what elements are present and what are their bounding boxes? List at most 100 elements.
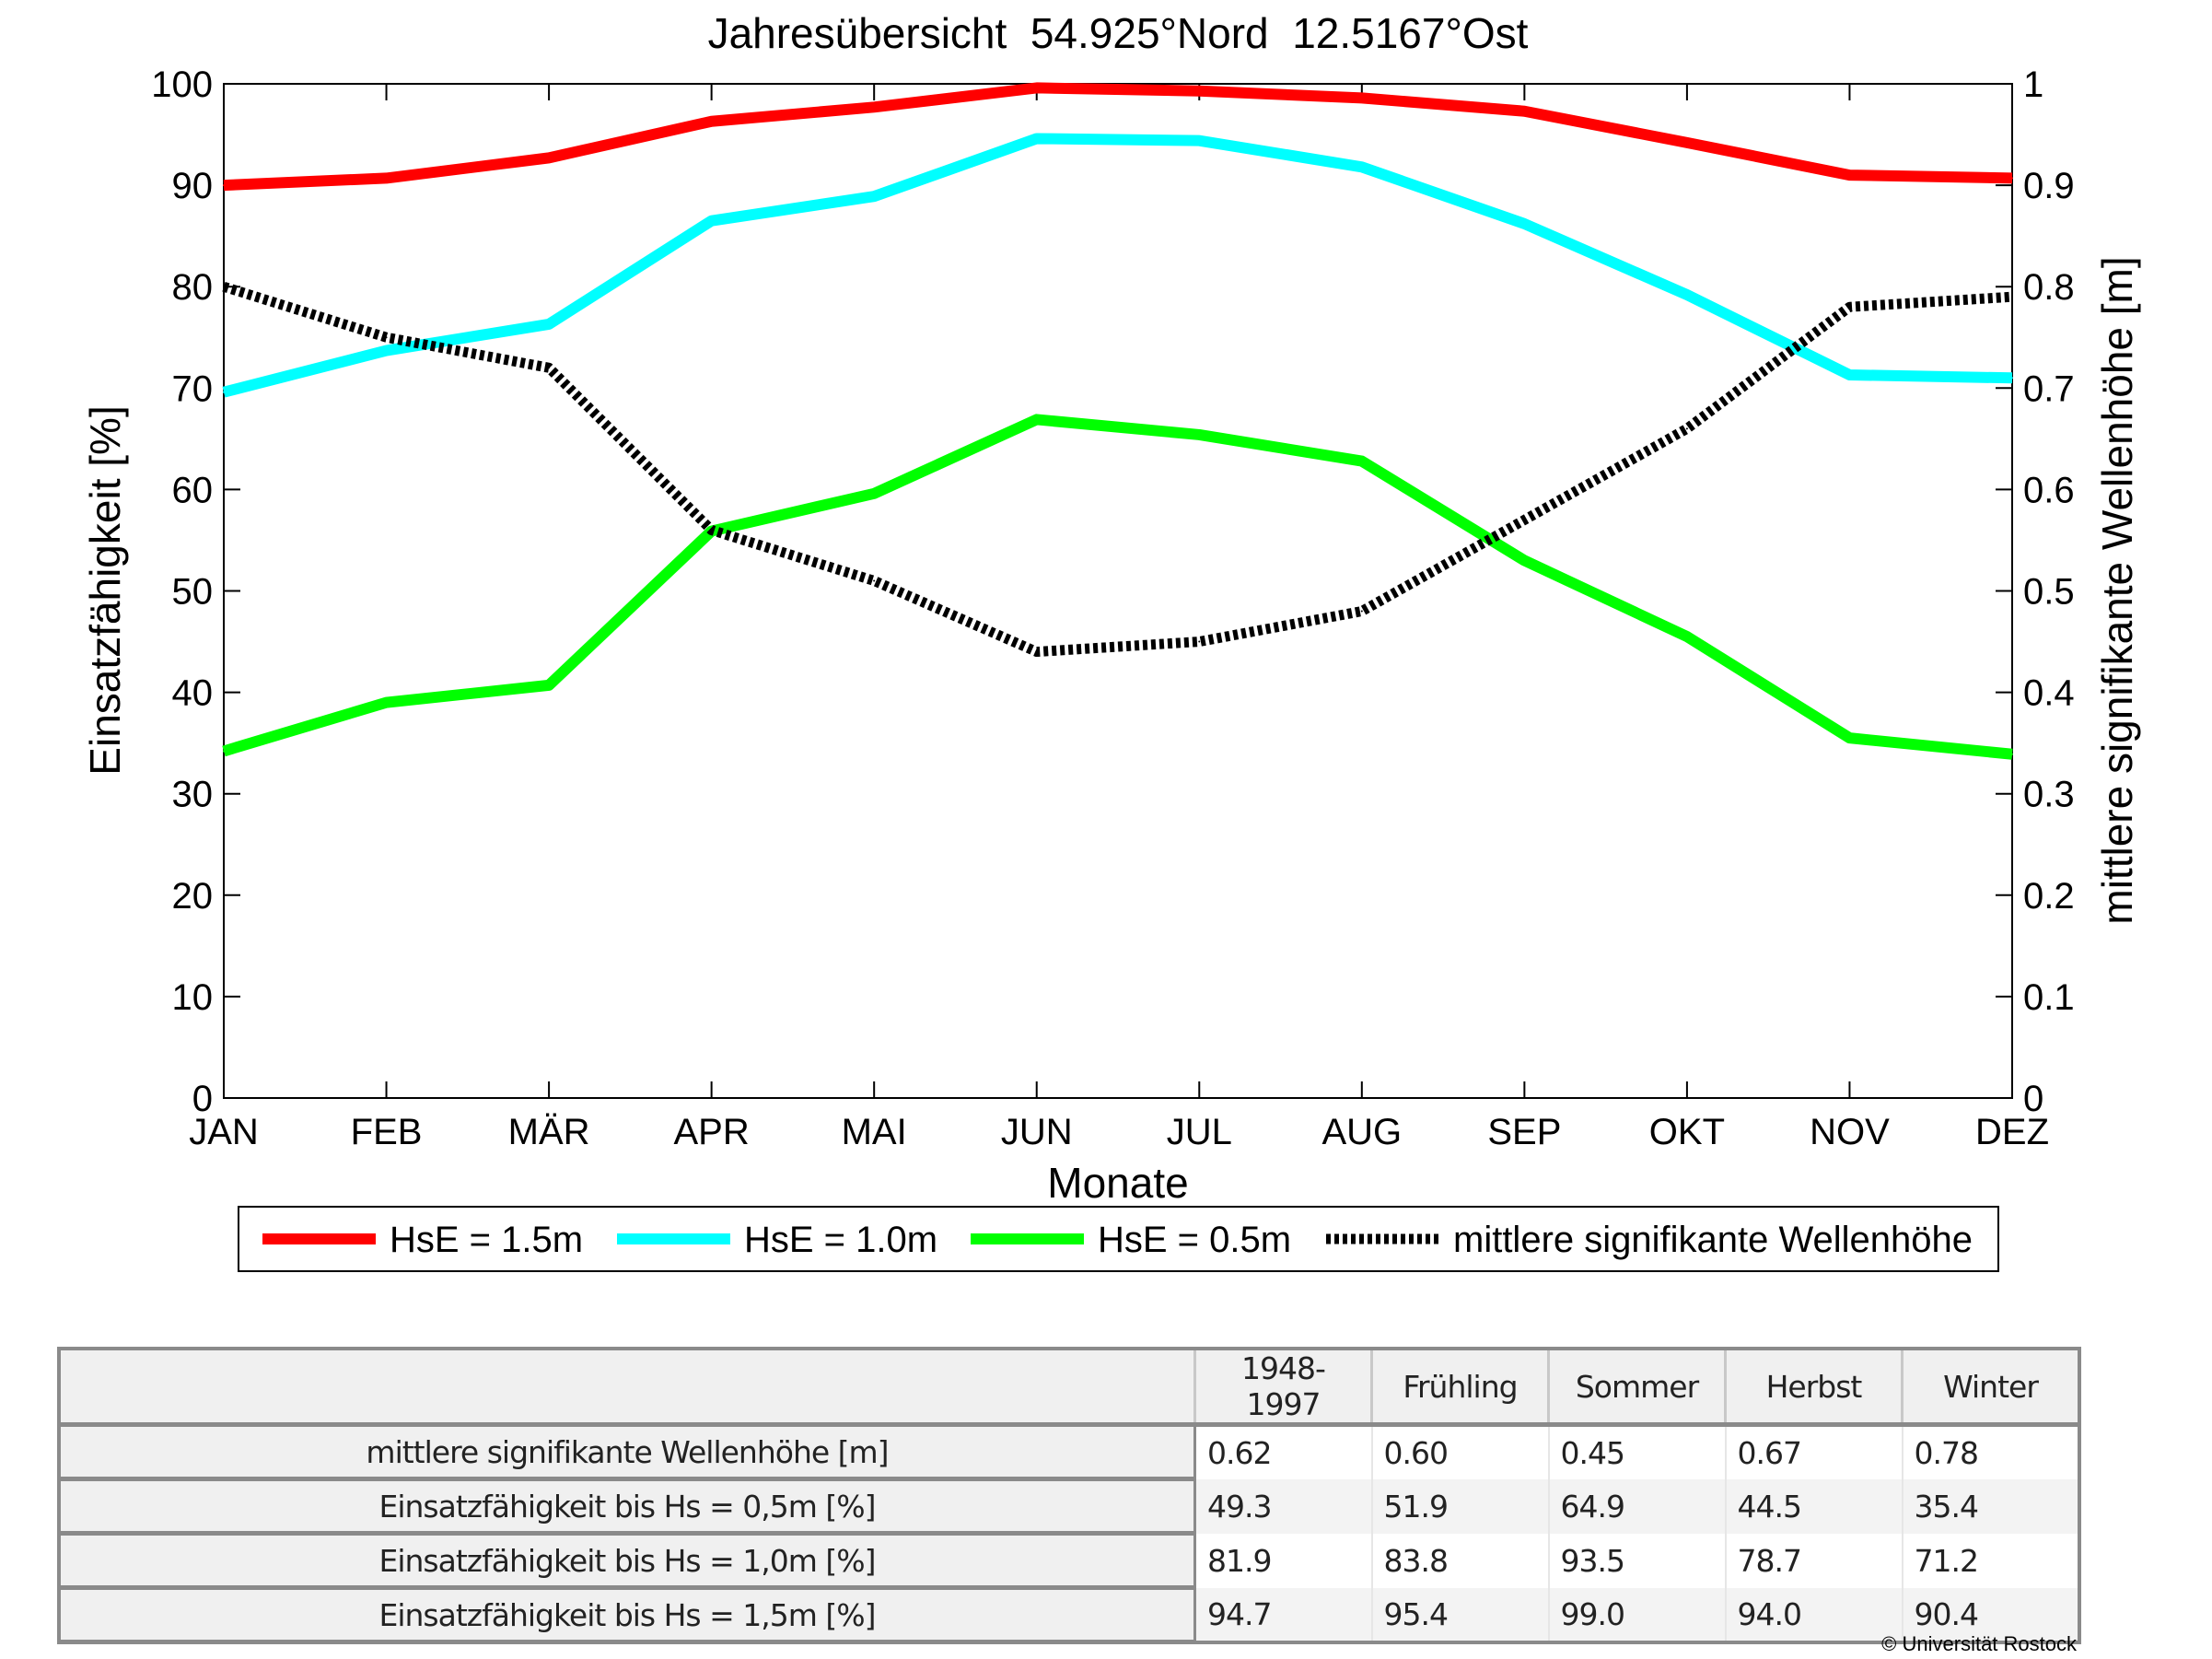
data-point <box>385 177 388 180</box>
legend-label: mittlere signifikante Wellenhöhe <box>1453 1220 1973 1260</box>
data-point <box>1198 433 1201 436</box>
table-header-cell: Sommer <box>1548 1349 1727 1427</box>
data-point <box>873 195 876 198</box>
data-point <box>1685 636 1688 638</box>
data-point <box>2011 753 2013 755</box>
table-row: Einsatzfähigkeit bis Hs = 0,5m [%] 49.3 51… <box>59 1478 2080 1536</box>
table-cell: 0.67 <box>1725 1424 1903 1479</box>
table-header-cell <box>59 1349 1196 1427</box>
x-tick-label: DEZ <box>1975 1112 2049 1152</box>
y2-tick-label: 0.1 <box>2023 977 2075 1018</box>
data-point <box>1360 610 1363 613</box>
data-point <box>1685 427 1688 430</box>
legend-label: HsE = 0.5m <box>1098 1220 1291 1260</box>
x-axis-label: Monate <box>1047 1159 1188 1207</box>
table-cell: 83.8 <box>1371 1533 1550 1588</box>
data-point <box>385 701 388 704</box>
summary-table: 1948-1997 Frühling Sommer Herbst Winter mittl… <box>57 1347 2081 1644</box>
data-point <box>1360 460 1363 462</box>
chart: Jahresübersicht 54.925°Nord 12.5167°Ost … <box>81 9 2141 1272</box>
table-cell: 51.9 <box>1371 1478 1550 1534</box>
table-cell: 0.78 <box>1902 1424 2080 1479</box>
y-tick-label: 30 <box>172 775 214 815</box>
table-cell: 44.5 <box>1725 1478 1903 1534</box>
y2-tick-label: 0.2 <box>2023 876 2075 917</box>
table-cell: 71.2 <box>1902 1533 2080 1588</box>
chart-title: Jahresübersicht 54.925°Nord 12.5167°Ost <box>708 9 1529 57</box>
data-point <box>1035 87 1038 89</box>
data-point <box>1360 97 1363 99</box>
data-point <box>223 391 225 393</box>
data-point <box>385 349 388 352</box>
data-point <box>548 683 551 686</box>
table-row: Einsatzfähigkeit bis Hs = 1,0m [%] 81.9 83… <box>59 1533 2080 1590</box>
table-cell: 93.5 <box>1548 1533 1727 1588</box>
y2-tick-label: 0.8 <box>2023 267 2075 308</box>
plot-area <box>223 83 2013 1099</box>
data-point <box>2011 296 2013 298</box>
y2-tick-label: 1 <box>2023 64 2043 105</box>
series-line-3 <box>222 281 2013 658</box>
y-tick-label: 80 <box>172 267 214 308</box>
table-header-cell: Frühling <box>1371 1349 1550 1427</box>
x-tick-label: APR <box>674 1112 750 1152</box>
data-point <box>1198 89 1201 92</box>
y2-tick-label: 0.3 <box>2023 775 2075 815</box>
y-tick-label: 10 <box>172 977 214 1018</box>
table-cell: 0.60 <box>1371 1424 1550 1479</box>
x-tick-label: JAN <box>189 1112 259 1152</box>
data-point <box>1848 306 1851 309</box>
y2-tick-label: 0 <box>2023 1079 2043 1119</box>
x-tick-label: OKT <box>1649 1112 1725 1152</box>
data-point <box>1198 640 1201 643</box>
table-cell: 64.9 <box>1548 1478 1727 1534</box>
data-point <box>2011 177 2013 180</box>
data-point <box>1035 137 1038 140</box>
data-point <box>223 750 225 753</box>
data-point <box>1848 373 1851 376</box>
data-point <box>1035 418 1038 421</box>
data-point <box>1360 166 1363 169</box>
y-tick-label: 100 <box>151 64 213 105</box>
table-cell: 81.9 <box>1194 1533 1373 1588</box>
y-tick-label: 70 <box>172 368 214 409</box>
data-point <box>1848 737 1851 740</box>
table-cell: 90.4 <box>1902 1587 2080 1642</box>
data-point <box>1685 141 1688 144</box>
data-point <box>548 322 551 325</box>
table-cell: 94.7 <box>1194 1587 1373 1642</box>
table-header-cell: Herbst <box>1725 1349 1903 1427</box>
data-point <box>548 157 551 159</box>
data-point <box>710 219 713 222</box>
data-point <box>873 579 876 582</box>
table-cell: 94.0 <box>1725 1587 1903 1642</box>
table-header-cell: 1948-1997 <box>1194 1349 1373 1427</box>
data-point <box>1523 110 1526 112</box>
series-line-1 <box>222 133 2013 398</box>
row-label: Einsatzfähigkeit bis Hs = 0,5m [%] <box>59 1478 1196 1536</box>
data-point <box>710 529 713 532</box>
y2-tick-label: 0.6 <box>2023 470 2075 510</box>
y-tick-label: 90 <box>172 166 214 206</box>
x-tick-label: JUN <box>1001 1112 1073 1152</box>
data-point <box>1685 294 1688 297</box>
data-point <box>873 492 876 495</box>
y2-tick-label: 0.7 <box>2023 368 2075 409</box>
x-tick-label: MÄR <box>508 1112 590 1152</box>
table-cell: 95.4 <box>1371 1587 1550 1642</box>
data-point <box>385 336 388 339</box>
table-row: mittlere signifikante Wellenhöhe [m] 0.62… <box>59 1424 2080 1481</box>
row-label: mittlere signifikante Wellenhöhe [m] <box>59 1424 1196 1481</box>
x-tick-label: MAI <box>842 1112 907 1152</box>
y2-axis-label: mittlere signifikante Wellenhöhe [m] <box>2093 256 2141 924</box>
x-tick-label: AUG <box>1321 1112 1402 1152</box>
data-point <box>2011 377 2013 380</box>
data-point <box>1523 559 1526 562</box>
table-cell: 0.62 <box>1194 1424 1373 1479</box>
table-header-row: 1948-1997 Frühling Sommer Herbst Winter <box>59 1349 2081 1427</box>
table-header-cell: Winter <box>1902 1349 2081 1427</box>
y2-tick-label: 0.9 <box>2023 166 2075 206</box>
table-cell: 99.0 <box>1548 1587 1727 1642</box>
data-point <box>873 106 876 109</box>
data-point <box>223 286 225 288</box>
